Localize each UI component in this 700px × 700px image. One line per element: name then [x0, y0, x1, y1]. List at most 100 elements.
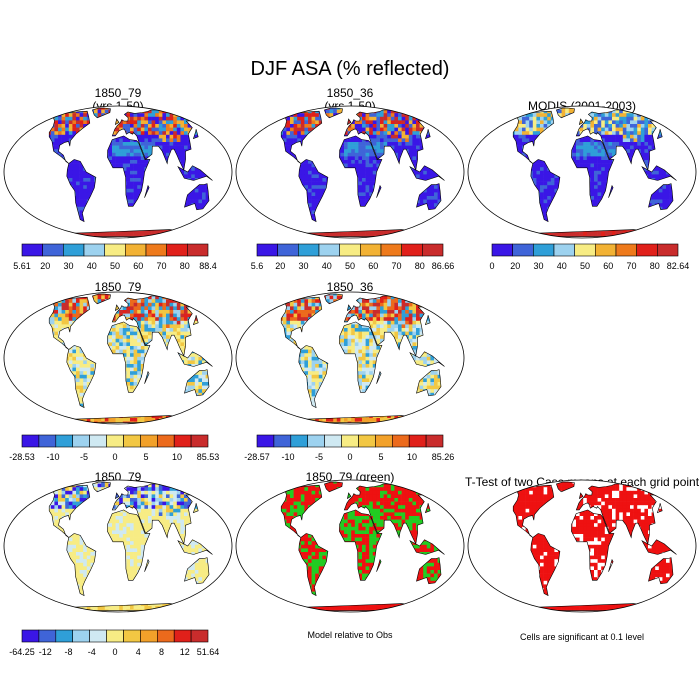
map-frame: [3, 479, 233, 613]
colorbar-swatch: [157, 434, 175, 448]
colorbar-swatch: [636, 243, 658, 257]
colorbar-swatch: [106, 434, 124, 448]
colorbar-label: 51.64: [197, 647, 220, 657]
colorbar-3: 0 20 30 40 50 60 70 80 82.64: [489, 243, 690, 271]
colorbar-swatch: [21, 434, 40, 448]
panel-p1: 1850_79(yrs 1-50): [3, 86, 233, 239]
colorbar-label: 0: [112, 647, 117, 657]
colorbar-label: 60: [368, 261, 378, 271]
colorbar-label: 50: [345, 261, 355, 271]
colorbar-swatch: [425, 434, 444, 448]
colorbar-swatch: [157, 629, 175, 643]
panel-p5: 1850_36- Observations: [235, 280, 465, 425]
colorbar-swatch: [339, 243, 361, 257]
panel-title-p1-0: 1850_79: [95, 86, 142, 100]
colorbar-swatch: [532, 243, 555, 257]
colorbar-label: 30: [533, 261, 543, 271]
panel-title-p7-0: 1850_79 (green): [306, 470, 395, 484]
colorbar-swatch: [594, 243, 617, 257]
colorbar-swatch: [359, 243, 382, 257]
colorbar-label: 86.66: [432, 261, 455, 271]
panel-title-p5-0: 1850_36: [327, 280, 374, 294]
colorbar-5: -28.57 -10 -5 0 5 10 85.26: [244, 434, 455, 462]
map-frame: [235, 105, 465, 239]
colorbar-label: -10: [281, 452, 294, 462]
colorbar-label: 5: [378, 452, 383, 462]
figure-title: DJF ASA (% reflected): [251, 58, 450, 80]
map-frame: [235, 479, 465, 613]
colorbar-swatch: [140, 629, 158, 643]
map-frame: [467, 479, 697, 613]
colorbar-swatch: [324, 434, 342, 448]
colorbar-label: 85.26: [432, 452, 455, 462]
map-frame: [3, 105, 233, 239]
colorbar-label: 70: [626, 261, 636, 271]
colorbar-swatch: [38, 434, 57, 448]
colorbar-swatch: [375, 434, 393, 448]
colorbar-swatch: [190, 629, 209, 643]
panel-p8: T-Test of two Case means at each grid po…: [465, 475, 700, 642]
panel-p3: MODIS (2001-2003): [467, 99, 697, 239]
colorbar-label: -5: [80, 452, 88, 462]
colorbar-swatch: [38, 629, 57, 643]
colorbar-swatch: [72, 629, 90, 643]
colorbar-label: 0: [112, 452, 117, 462]
colorbar-label: 5: [143, 452, 148, 462]
colorbar-label: 50: [580, 261, 590, 271]
colorbar-swatch: [408, 434, 427, 448]
colorbar-label: 80: [415, 261, 425, 271]
colorbar-label: 60: [603, 261, 613, 271]
colorbar-4: -28.53 -10 -5 0 5 10 85.53: [9, 434, 219, 462]
colorbar-swatch: [615, 243, 638, 257]
colorbar-swatch: [297, 243, 320, 257]
panel-p2: 1850_36(yrs 1-50): [235, 86, 465, 239]
colorbar-swatch: [173, 629, 192, 643]
colorbar-label: 0: [347, 452, 352, 462]
colorbar-swatch: [491, 243, 514, 257]
colorbar-label: 40: [87, 261, 97, 271]
colorbar-swatch: [553, 243, 576, 257]
colorbar-swatch: [62, 243, 85, 257]
colorbar-6: -64.25 -12 -8 -4 0 4 8 12 51.64: [9, 629, 220, 657]
map-frame: [235, 291, 465, 425]
colorbar-swatch: [145, 243, 168, 257]
colorbar-label: -12: [39, 647, 52, 657]
colorbar-label: 30: [298, 261, 308, 271]
colorbar-swatch: [55, 434, 73, 448]
colorbar-label: 5.6: [251, 261, 264, 271]
panel-title-p2-0: 1850_36: [327, 86, 374, 100]
colorbar-label: 88.4: [199, 261, 217, 271]
colorbar-label: 82.64: [667, 261, 690, 271]
colorbar-label: -64.25: [9, 647, 35, 657]
colorbar-label: -5: [315, 452, 323, 462]
colorbar-swatch: [341, 434, 359, 448]
colorbar-label: 0: [489, 261, 494, 271]
colorbar-swatch: [104, 243, 126, 257]
colorbar-swatch: [380, 243, 403, 257]
colorbar-swatch: [307, 434, 325, 448]
colorbar-swatch: [123, 629, 141, 643]
colorbar-label: 40: [322, 261, 332, 271]
colorbar-label: 50: [110, 261, 120, 271]
colorbar-2: 5.6 20 30 40 50 60 70 80 86.66: [251, 243, 455, 271]
colorbar-swatch: [656, 243, 679, 257]
colorbar-swatch: [21, 629, 40, 643]
colorbar-label: 60: [133, 261, 143, 271]
panel-caption-p8: Cells are significant at 0.1 level: [520, 632, 644, 642]
colorbar-swatch: [358, 434, 376, 448]
panel-caption-p7: Model relative to Obs: [307, 630, 393, 640]
colorbar-swatch: [318, 243, 341, 257]
colorbar-swatch: [421, 243, 444, 257]
colorbar-swatch: [166, 243, 188, 257]
colorbar-label: 40: [557, 261, 567, 271]
map-p1: [4, 106, 232, 238]
colorbar-label: 30: [63, 261, 73, 271]
colorbar-label: 10: [407, 452, 417, 462]
colorbar-swatch: [72, 434, 90, 448]
map-p8: [468, 480, 696, 612]
colorbar-swatch: [173, 434, 192, 448]
colorbar-label: 12: [180, 647, 190, 657]
colorbar-label: 8: [159, 647, 164, 657]
colorbar-swatch: [277, 243, 299, 257]
